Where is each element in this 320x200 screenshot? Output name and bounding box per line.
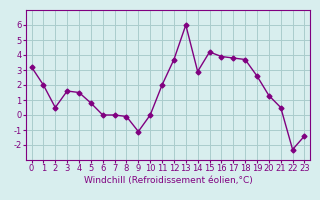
X-axis label: Windchill (Refroidissement éolien,°C): Windchill (Refroidissement éolien,°C) bbox=[84, 176, 252, 185]
